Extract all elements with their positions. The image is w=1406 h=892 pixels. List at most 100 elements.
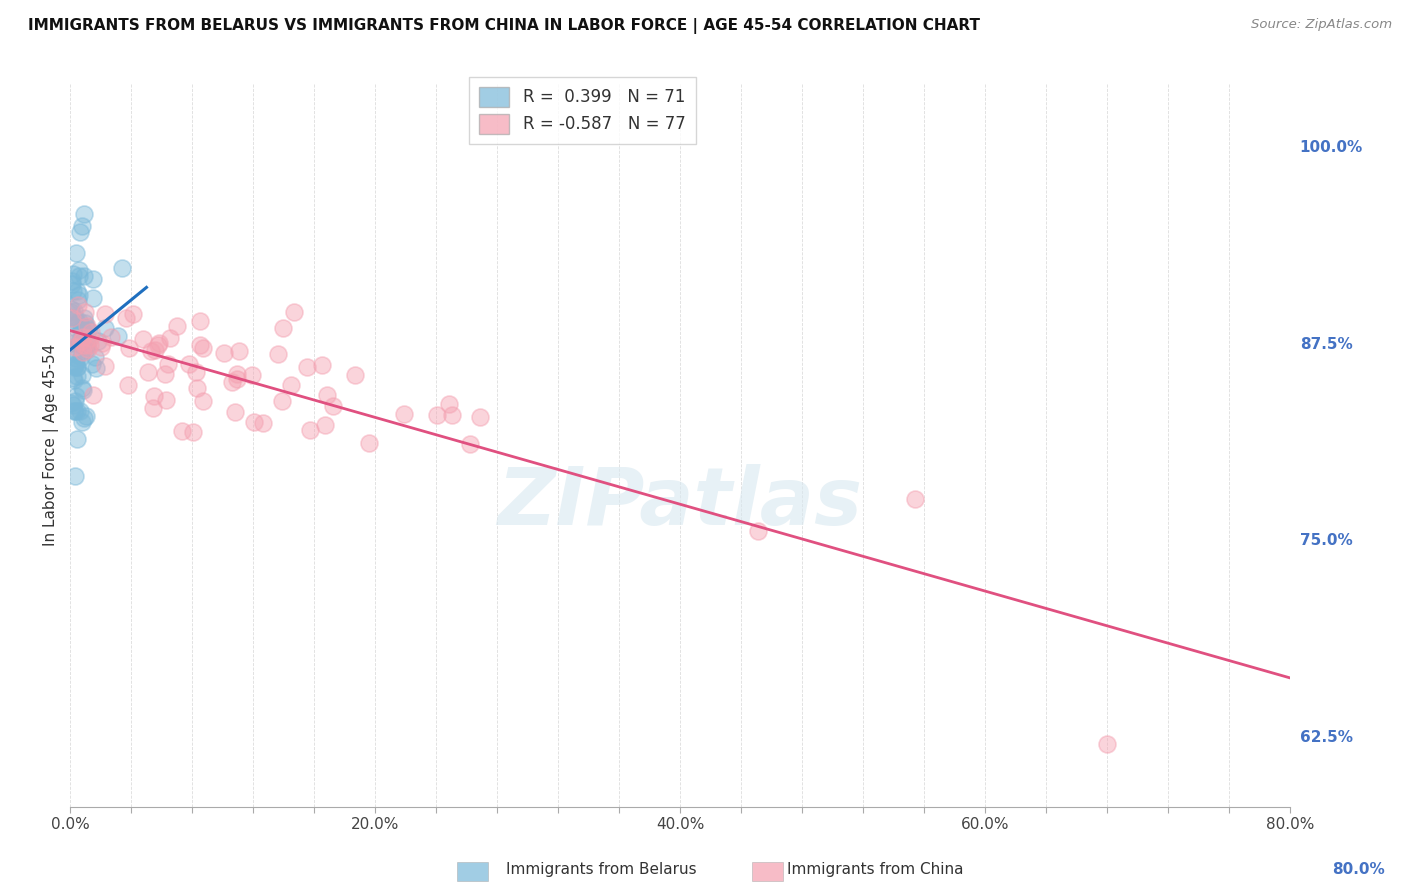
Point (118, 341, 141, 355)
Text: Source: ZipAtlas.com: Source: ZipAtlas.com (1251, 18, 1392, 31)
Point (69, 262, 91, 277)
Text: ZIPatlas: ZIPatlas (498, 464, 862, 541)
Point (73, 268, 96, 283)
Point (155, 367, 177, 381)
Point (252, 417, 274, 431)
Point (66, 359, 89, 374)
Point (224, 405, 246, 419)
Point (298, 423, 321, 437)
Point (132, 332, 155, 346)
Point (311, 358, 333, 372)
Point (63, 358, 86, 372)
Point (314, 417, 336, 432)
Point (267, 347, 290, 361)
Point (75, 320, 97, 334)
Point (66, 359, 89, 374)
Point (65, 357, 87, 371)
Point (63, 303, 86, 318)
Point (188, 314, 211, 328)
Point (747, 524, 769, 538)
Point (70, 319, 93, 334)
Point (65, 246, 87, 260)
Point (70, 219, 93, 233)
Point (80, 357, 103, 371)
Point (142, 401, 165, 415)
Point (69, 403, 91, 417)
Point (77, 342, 100, 356)
Point (316, 387, 339, 401)
Point (75, 409, 97, 423)
Point (156, 357, 179, 371)
Point (66, 369, 89, 384)
Point (73, 207, 96, 221)
Point (75, 343, 97, 358)
Legend: R =  0.399   N = 71, R = -0.587   N = 77: R = 0.399 N = 71, R = -0.587 N = 77 (470, 77, 696, 144)
Point (82, 291, 104, 305)
Point (84, 360, 107, 375)
Point (73, 310, 96, 325)
Point (82, 388, 104, 402)
Point (111, 260, 134, 275)
Point (69, 225, 91, 239)
Point (159, 330, 181, 344)
Point (295, 359, 318, 374)
Point (79, 338, 101, 352)
Point (179, 357, 201, 371)
Point (90, 340, 112, 354)
Point (221, 375, 243, 389)
Point (59, 301, 82, 316)
Point (60, 274, 83, 288)
Point (225, 368, 247, 382)
Point (67, 337, 90, 351)
Point (67, 316, 90, 330)
Point (240, 368, 263, 382)
Point (60, 277, 83, 292)
Point (62, 336, 84, 351)
Point (73, 317, 96, 331)
Point (60, 305, 83, 319)
Point (63, 373, 86, 387)
Point (70, 351, 93, 365)
Point (143, 388, 166, 402)
Text: IMMIGRANTS FROM BELARUS VS IMMIGRANTS FROM CHINA IN LABOR FORCE | AGE 45-54 CORR: IMMIGRANTS FROM BELARUS VS IMMIGRANTS FR… (28, 18, 980, 34)
Point (170, 424, 193, 438)
Point (70, 368, 93, 383)
Point (460, 437, 482, 451)
Point (186, 364, 208, 378)
Point (226, 372, 249, 386)
Point (283, 304, 305, 318)
Point (214, 345, 236, 359)
Point (75, 340, 97, 354)
Point (72, 381, 94, 395)
Point (63, 340, 86, 354)
Point (86, 334, 108, 348)
Point (115, 310, 138, 325)
Point (136, 365, 159, 379)
Point (139, 343, 162, 358)
Point (63, 331, 86, 345)
Point (94, 321, 117, 335)
Point (73, 411, 96, 425)
Point (76, 319, 98, 334)
Point (271, 394, 294, 409)
Point (69, 334, 91, 348)
Point (62, 398, 84, 412)
Point (66, 404, 89, 418)
Point (66, 297, 89, 311)
Point (60, 310, 83, 325)
Point (117, 377, 139, 392)
Point (904, 491, 927, 506)
Point (62, 284, 84, 298)
Point (468, 410, 491, 425)
Point (65, 351, 87, 366)
Text: 80.0%: 80.0% (1331, 863, 1385, 877)
Point (62, 268, 84, 282)
Point (65, 389, 87, 403)
Point (186, 381, 208, 395)
Point (67, 268, 90, 283)
Point (80, 325, 103, 339)
Point (67, 288, 90, 302)
Point (90, 336, 112, 351)
Point (143, 343, 166, 357)
Point (67, 293, 90, 307)
